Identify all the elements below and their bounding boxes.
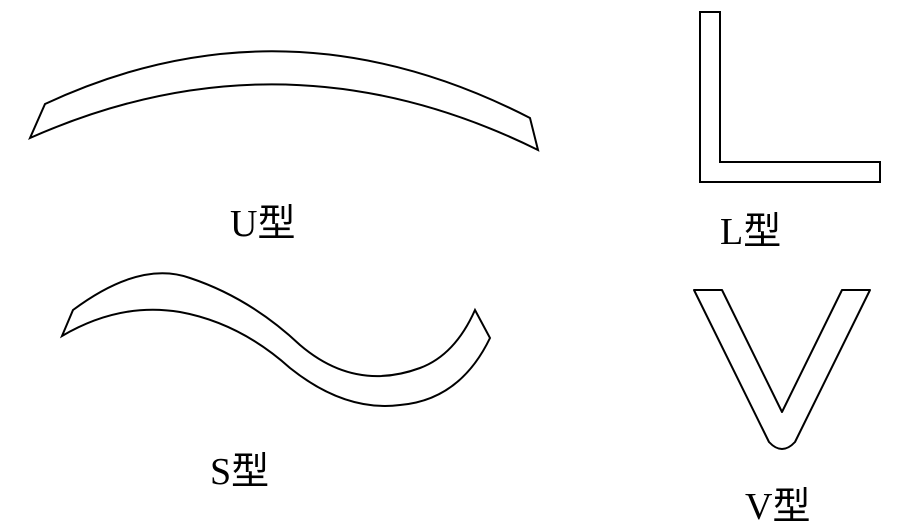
v-label: V型 — [745, 475, 810, 530]
diagram-canvas — [0, 0, 907, 528]
u-label: U型 — [230, 192, 295, 247]
u-shape — [30, 51, 538, 150]
l-label: L型 — [720, 200, 781, 255]
l-shape — [700, 12, 880, 182]
s-shape — [62, 273, 490, 406]
s-label: S型 — [210, 440, 269, 495]
v-shape — [694, 290, 870, 449]
